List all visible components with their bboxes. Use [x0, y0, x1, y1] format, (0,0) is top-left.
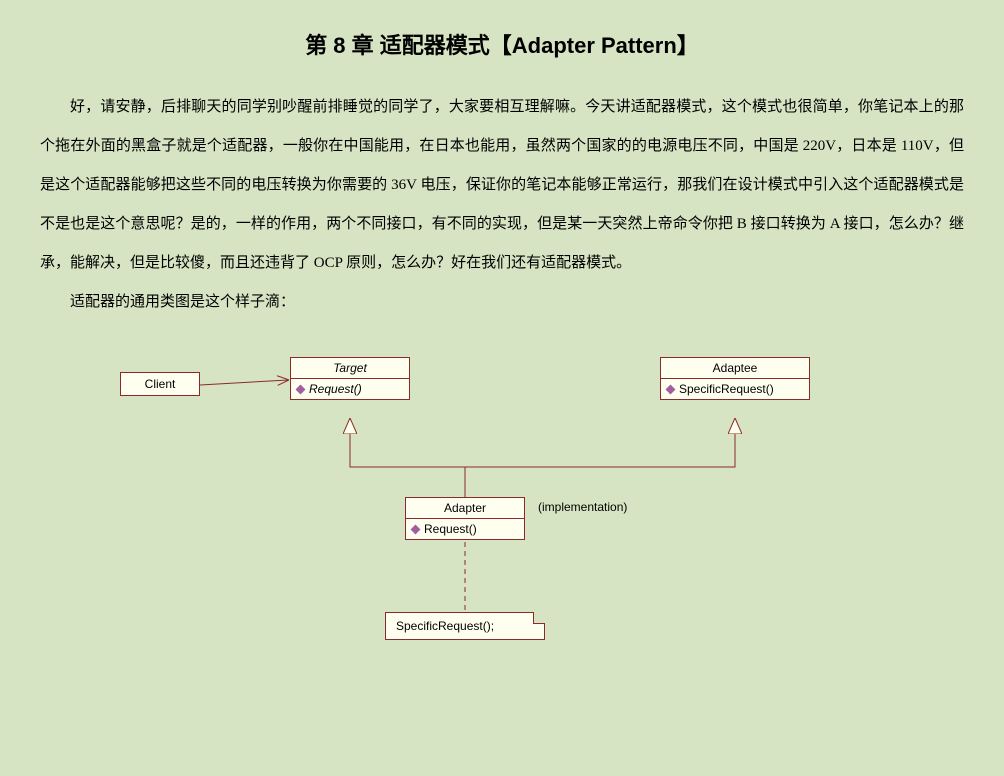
uml-adapter-method-text: Request(): [424, 522, 477, 536]
uml-adapter-title: Adapter: [406, 498, 524, 519]
paragraph-2: 适配器的通用类图是这个样子滴：: [40, 283, 964, 322]
uml-adaptee-method-text: SpecificRequest(): [679, 382, 774, 396]
uml-note-box: SpecificRequest();: [385, 612, 545, 640]
uml-client-label: Client: [145, 377, 176, 391]
uml-client-box: Client: [120, 372, 200, 396]
diamond-icon: [296, 384, 306, 394]
diamond-icon: [411, 524, 421, 534]
uml-adapter-method: Request(): [406, 519, 524, 539]
uml-adaptee-box: Adaptee SpecificRequest(): [660, 357, 810, 400]
uml-target-title: Target: [291, 358, 409, 379]
uml-target-method: Request(): [291, 379, 409, 399]
uml-target-method-text: Request(): [309, 382, 362, 396]
uml-target-box: Target Request(): [290, 357, 410, 400]
uml-note-text: SpecificRequest();: [396, 619, 494, 633]
chapter-title: 第 8 章 适配器模式【Adapter Pattern】: [40, 28, 964, 60]
paragraph-1: 好，请安静，后排聊天的同学别吵醒前排睡觉的同学了，大家要相互理解嘛。今天讲适配器…: [40, 88, 964, 283]
diamond-icon: [666, 384, 676, 394]
implementation-label: (implementation): [538, 500, 627, 514]
uml-adaptee-method: SpecificRequest(): [661, 379, 809, 399]
uml-adaptee-title: Adaptee: [661, 358, 809, 379]
note-corner-icon: [533, 612, 545, 624]
uml-diagram: Client Target Request() Adaptee Specific…: [40, 332, 940, 662]
uml-adapter-box: Adapter Request(): [405, 497, 525, 540]
